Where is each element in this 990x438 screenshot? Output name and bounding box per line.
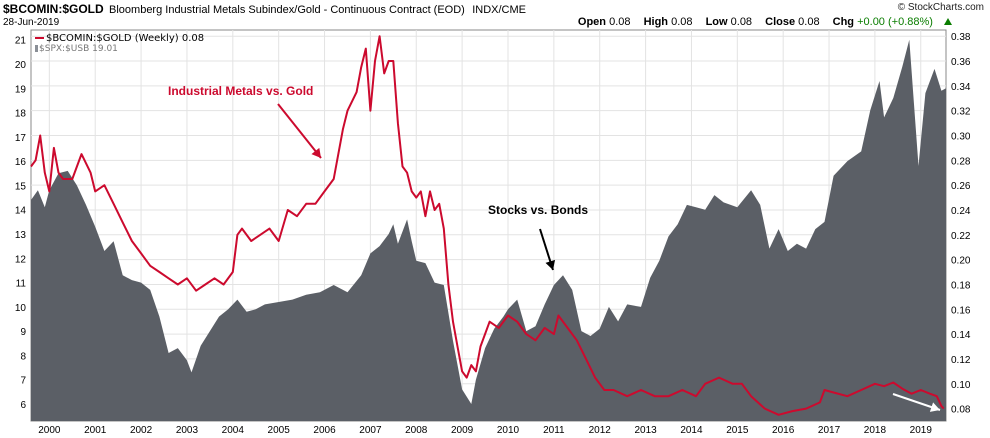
chart-symbol: $BCOMIN:$GOLD — [3, 2, 104, 16]
low-value: 0.08 — [730, 16, 753, 28]
left-axis-tick: 10 — [15, 303, 27, 314]
chart-symbol-line: $BCOMIN:$GOLD Bloomberg Industrial Metal… — [3, 2, 526, 16]
x-axis-tick: 2001 — [84, 425, 107, 436]
spx-usb-area — [31, 39, 946, 421]
left-axis-tick: 13 — [15, 230, 27, 241]
x-axis-tick: 2010 — [497, 425, 520, 436]
x-axis-tick: 2003 — [176, 425, 199, 436]
high-value: 0.08 — [671, 16, 693, 28]
x-axis-tick: 2013 — [634, 425, 657, 436]
right-axis-tick: 0.28 — [951, 156, 971, 167]
arrow-metals-icon — [277, 103, 322, 159]
left-axis-tick: 8 — [20, 351, 26, 362]
open-value: 0.08 — [609, 16, 631, 28]
x-axis-tick: 2011 — [543, 425, 565, 436]
legend-series-1-label: $BCOMIN:$GOLD (Weekly) 0.08 — [46, 33, 205, 44]
x-axis-tick: 2006 — [313, 425, 336, 436]
x-axis-tick: 2012 — [589, 425, 612, 436]
right-axis-tick: 0.16 — [951, 305, 971, 316]
left-axis-tick: 19 — [15, 84, 27, 95]
close-value: 0.08 — [798, 16, 820, 28]
stockcharts-brand: © StockCharts.com — [897, 2, 984, 13]
x-axis-tick: 2019 — [910, 425, 933, 436]
right-axis-tick: 0.08 — [951, 405, 971, 416]
x-axis-tick: 2004 — [222, 425, 245, 436]
close-label: Close — [765, 16, 796, 28]
right-axis-tick: 0.20 — [951, 256, 971, 267]
up-triangle-icon — [944, 18, 952, 25]
left-axis-tick: 11 — [16, 279, 27, 290]
x-axis-tick: 2002 — [130, 425, 153, 436]
chart-description: Bloomberg Industrial Metals Subindex/Gol… — [109, 4, 465, 16]
high-label: High — [643, 16, 669, 28]
right-axis-tick: 0.34 — [951, 82, 971, 93]
left-axis-tick: 9 — [20, 327, 26, 338]
open-label: Open — [577, 16, 607, 28]
arrow-stocks-icon-head — [545, 259, 556, 270]
chart-exchange: INDX/CME — [472, 4, 526, 16]
x-axis-tick: 2009 — [451, 425, 474, 436]
right-axis-tick: 0.38 — [951, 32, 971, 43]
arrow-metals-icon-head — [311, 147, 321, 158]
right-axis-tick: 0.24 — [951, 206, 971, 217]
right-axis-tick: 0.22 — [951, 231, 971, 242]
left-axis-tick: 14 — [15, 206, 27, 217]
annotation-stocks-bonds: Stocks vs. Bonds — [488, 203, 589, 217]
right-axis-tick: 0.14 — [951, 330, 971, 341]
annotation-industrial-metals: Industrial Metals vs. Gold — [168, 84, 314, 98]
left-axis-tick: 6 — [20, 400, 26, 411]
ohlc-readout: Open 0.08 High 0.08 Low 0.08 Close 0.08 … — [578, 16, 952, 28]
chart-date: 28-Jun-2019 — [3, 17, 60, 28]
chg-value: +0.00 (+0.88%) — [857, 16, 933, 28]
x-axis-tick: 2005 — [268, 425, 291, 436]
x-axis-tick: 2008 — [405, 425, 428, 436]
right-axis-tick: 0.32 — [951, 107, 971, 118]
left-axis-tick: 18 — [15, 109, 27, 120]
right-axis-tick: 0.12 — [951, 355, 971, 366]
chart-header: $BCOMIN:$GOLD Bloomberg Industrial Metal… — [0, 0, 990, 30]
red-line-swatch-icon — [35, 37, 44, 39]
bcomin-gold-line — [30, 35, 945, 416]
legend-series-2: $SPX:$USB 19.01 — [35, 44, 118, 54]
x-axis-tick: 2018 — [864, 425, 887, 436]
left-axis-tick: 12 — [15, 254, 27, 265]
x-axis-tick: 2015 — [726, 425, 749, 436]
left-axis-tick: 16 — [15, 157, 27, 168]
arrow-recent-icon-head — [929, 402, 940, 412]
right-axis-tick: 0.36 — [951, 57, 971, 68]
left-axis-tick: 20 — [15, 60, 27, 71]
low-label: Low — [705, 16, 728, 28]
right-axis-tick: 0.26 — [951, 181, 971, 192]
left-axis-tick: 15 — [15, 181, 27, 192]
left-axis-tick: 17 — [15, 133, 27, 144]
chg-label: Chg — [832, 16, 855, 28]
right-axis-tick: 0.30 — [951, 132, 971, 143]
left-axis-tick: 21 — [15, 36, 27, 47]
x-axis-tick: 2014 — [680, 425, 703, 436]
gray-bar-swatch-icon — [35, 45, 38, 52]
legend-series-1: $BCOMIN:$GOLD (Weekly) 0.08 — [35, 33, 204, 44]
right-axis-tick: 0.10 — [951, 380, 971, 391]
x-axis-tick: 2017 — [818, 425, 841, 436]
x-axis-tick: 2016 — [772, 425, 795, 436]
legend-series-2-label: $SPX:$USB 19.01 — [39, 44, 118, 54]
left-axis-tick: 7 — [20, 376, 26, 387]
x-axis-tick: 2007 — [359, 425, 382, 436]
right-axis-tick: 0.18 — [951, 280, 971, 291]
x-axis-tick: 2000 — [38, 425, 61, 436]
